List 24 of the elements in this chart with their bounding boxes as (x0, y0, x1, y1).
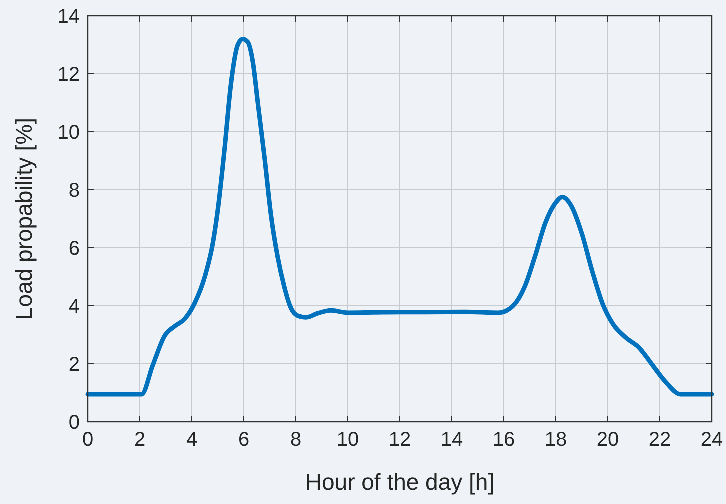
x-tick-label: 2 (134, 429, 146, 451)
x-tick-label: 12 (388, 429, 412, 451)
line-series (86, 36, 714, 397)
x-tick-label: 20 (596, 429, 620, 451)
x-tick-label: 18 (544, 429, 568, 451)
x-tick-label: 22 (648, 429, 672, 451)
y-axis-title: Load propability [%] (11, 118, 37, 320)
y-tick-label: 8 (68, 180, 80, 202)
x-tick-label: 10 (336, 429, 360, 451)
x-tick-label: 8 (290, 429, 302, 451)
x-tick-label: 14 (440, 429, 464, 451)
x-tick-label: 0 (82, 429, 94, 451)
x-axis-title: Hour of the day [h] (305, 469, 495, 495)
y-tick-label: 10 (58, 122, 80, 144)
y-tick-label: 14 (58, 6, 80, 28)
y-tick-label: 4 (68, 296, 80, 318)
y-tick-label: 6 (68, 238, 80, 260)
x-tick-label: 16 (492, 429, 516, 451)
y-tick-label: 2 (68, 354, 80, 376)
x-tick-label: 24 (700, 429, 724, 451)
x-tick-label: 6 (238, 429, 250, 451)
y-tick-label: 12 (58, 64, 80, 86)
y-tick-label: 0 (68, 412, 80, 434)
x-tick-label: 4 (186, 429, 198, 451)
